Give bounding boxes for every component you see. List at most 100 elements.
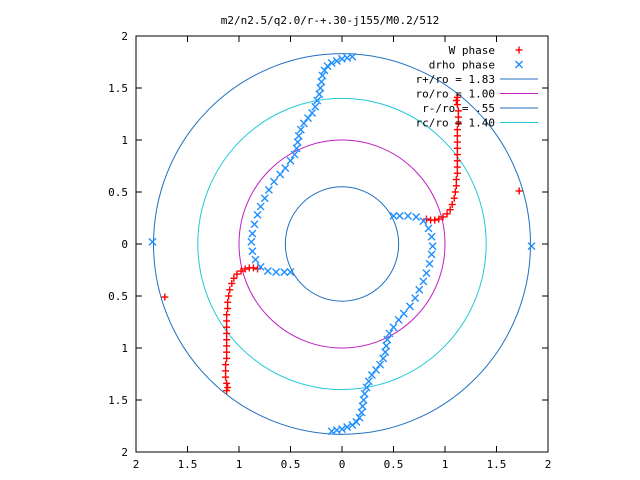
w-phase-point-30 (241, 265, 249, 273)
drho-phase-point-37 (280, 268, 289, 277)
w-phase-point-22 (454, 107, 462, 115)
drho-phase-point-48 (358, 402, 367, 411)
w-phase-point-46 (223, 354, 231, 362)
w-phase-point-14 (453, 157, 461, 165)
drho-phase-point-52 (364, 377, 373, 386)
w-phase-point-20 (454, 119, 462, 127)
x-tick-label-6: 1 (442, 458, 449, 471)
drho-phase-point-33 (251, 255, 260, 264)
w-phase-point-25 (453, 93, 461, 101)
drho-phase-point-28 (253, 210, 262, 219)
w-phase-point-15 (453, 151, 461, 159)
x-tick-label-4: 0 (339, 458, 346, 471)
legend-label-1: drho phase (429, 59, 495, 72)
w-phase-point-48 (222, 367, 230, 375)
drho-phase-point-12 (311, 102, 320, 111)
legend-label-0: W phase (449, 44, 495, 57)
drho-phase-point-79 (527, 242, 536, 251)
w-phase-point-41 (223, 323, 231, 331)
drho-phase-point-30 (248, 229, 257, 238)
drho-phase-point-38 (286, 268, 295, 277)
x-tick-label-0: 2 (133, 458, 140, 471)
w-phase-point-16 (453, 144, 461, 152)
w-phase-point-37 (224, 298, 232, 306)
w-phase-point-34 (228, 280, 236, 288)
x-tick-label-5: 0.5 (384, 458, 404, 471)
drho-phase-point-10 (315, 90, 324, 99)
w-phase-point-13 (453, 163, 461, 171)
drho-phase-point-53 (367, 371, 376, 380)
drho-phase-point-58 (382, 341, 391, 350)
drho-phase-point-69 (425, 259, 434, 268)
drho-phase-point-45 (352, 417, 361, 426)
w-phase-point-51 (224, 384, 232, 392)
drho-phase-point-5 (323, 62, 332, 71)
legend-label-3: ro/ro = 1.00 (416, 88, 495, 101)
drho-phase-point-54 (371, 365, 380, 374)
w-phase-point-17 (453, 138, 461, 146)
w-phase-point-38 (224, 304, 232, 312)
w-phase-point-26 (515, 187, 523, 195)
drho-phase-point-43 (343, 423, 352, 432)
legend-label-2: r+/ro = 1.83 (416, 73, 495, 86)
drho-phase-point-50 (360, 389, 369, 398)
drho-phase-point-19 (292, 144, 301, 153)
w-phase-point-49 (222, 373, 230, 381)
w-phase-point-29 (245, 264, 253, 272)
w-phase-point-9 (451, 188, 459, 196)
w-phase-point-42 (223, 329, 231, 337)
w-phase-point-0 (422, 215, 430, 223)
drho-phase-point-11 (313, 96, 322, 105)
drho-phase-point-3 (332, 56, 341, 65)
w-phase-point-50 (223, 379, 231, 387)
w-phase-point-44 (223, 342, 231, 350)
drho-phase-point-29 (250, 220, 259, 229)
w-phase-point-2 (431, 216, 439, 224)
y-tick-label-2: 1 (121, 134, 128, 147)
drho-phase-point-24 (270, 177, 279, 186)
legend-key-0 (515, 46, 523, 54)
y-tick-label-1: 1.5 (108, 82, 128, 95)
drho-phase-point-16 (296, 125, 305, 134)
w-phase-point-4 (439, 213, 447, 221)
circle-3 (197, 97, 487, 391)
legend-label-5: rc/ro = 1.40 (416, 117, 495, 130)
drho-phase-point-2 (338, 54, 346, 63)
drho-phase-point-74 (419, 217, 428, 226)
drho-phase-point-68 (422, 269, 431, 278)
drho-phase-point-60 (385, 329, 394, 338)
y-tick-label-5: 0.5 (108, 290, 128, 303)
w-phase-point-10 (452, 182, 460, 190)
drho-phase-point-23 (276, 170, 285, 179)
drho-phase-point-56 (379, 354, 388, 363)
drho-phase-point-72 (427, 232, 436, 241)
w-phase-point-5 (443, 210, 451, 218)
drho-phase-point-46 (355, 413, 364, 422)
drho-phase-point-35 (263, 267, 272, 276)
w-phase-point-19 (453, 126, 461, 134)
drho-phase-point-57 (381, 348, 390, 357)
drho-phase-point-55 (376, 360, 385, 369)
drho-phase-point-17 (294, 131, 303, 140)
drho-phase-point-75 (412, 212, 421, 221)
axis-ticks: 2 1.5 1 0.5 0 0.5 1 1.5 221.510.500.511.52 (108, 30, 551, 471)
w-phase-point-8 (450, 194, 458, 202)
w-phase-point-39 (223, 311, 231, 319)
w-phase-point-6 (446, 206, 454, 214)
w-phase-point-11 (452, 176, 460, 184)
drho-phase-point-77 (395, 211, 404, 220)
w-phase-point-43 (223, 336, 231, 344)
drho-phase-point-8 (317, 77, 326, 86)
w-phase-point-32 (233, 270, 241, 278)
drho-phase-point-9 (316, 84, 325, 92)
w-phase-point-53 (161, 293, 169, 301)
w-phase-point-23 (453, 101, 461, 109)
w-phase-point-33 (230, 274, 238, 282)
w-phase-point-31 (237, 267, 245, 275)
y-tick-label-8: 2 (121, 446, 128, 459)
drho-phase-point-65 (411, 294, 420, 303)
drho-phase-point-7 (318, 71, 327, 80)
drho-phase-point-18 (293, 138, 302, 147)
drho-phase-point-70 (427, 250, 436, 259)
